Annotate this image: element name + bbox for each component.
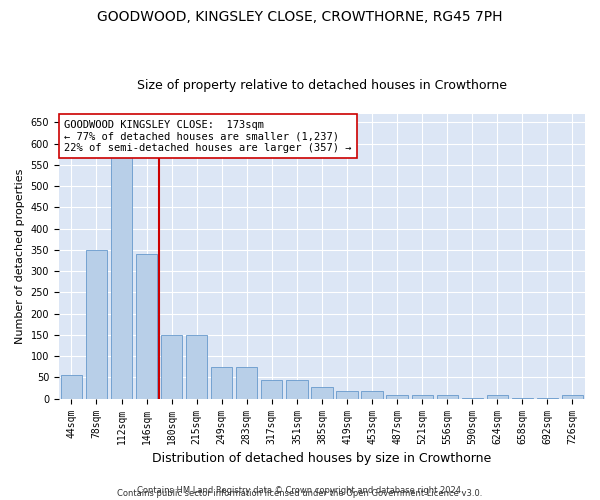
Bar [161, 335, 182, 398]
Text: Contains public sector information licensed under the Open Government Licence v3: Contains public sector information licen… [118, 488, 482, 498]
Bar [337, 391, 358, 398]
Bar [61, 376, 82, 398]
Bar [186, 335, 208, 398]
Bar [236, 367, 257, 398]
Bar [487, 396, 508, 398]
Bar [111, 122, 132, 398]
Bar [437, 396, 458, 398]
Y-axis label: Number of detached properties: Number of detached properties [15, 168, 25, 344]
Bar [261, 380, 283, 398]
Bar [412, 396, 433, 398]
Title: Size of property relative to detached houses in Crowthorne: Size of property relative to detached ho… [137, 79, 507, 92]
Bar [386, 396, 408, 398]
Bar [211, 367, 232, 398]
Bar [136, 254, 157, 398]
Text: GOODWOOD, KINGSLEY CLOSE, CROWTHORNE, RG45 7PH: GOODWOOD, KINGSLEY CLOSE, CROWTHORNE, RG… [97, 10, 503, 24]
Bar [361, 391, 383, 398]
X-axis label: Distribution of detached houses by size in Crowthorne: Distribution of detached houses by size … [152, 452, 491, 465]
Bar [86, 250, 107, 398]
Text: GOODWOOD KINGSLEY CLOSE:  173sqm
← 77% of detached houses are smaller (1,237)
22: GOODWOOD KINGSLEY CLOSE: 173sqm ← 77% of… [64, 120, 352, 153]
Bar [562, 396, 583, 398]
Bar [286, 380, 308, 398]
Bar [311, 387, 332, 398]
Text: Contains HM Land Registry data © Crown copyright and database right 2024.: Contains HM Land Registry data © Crown c… [137, 486, 463, 495]
